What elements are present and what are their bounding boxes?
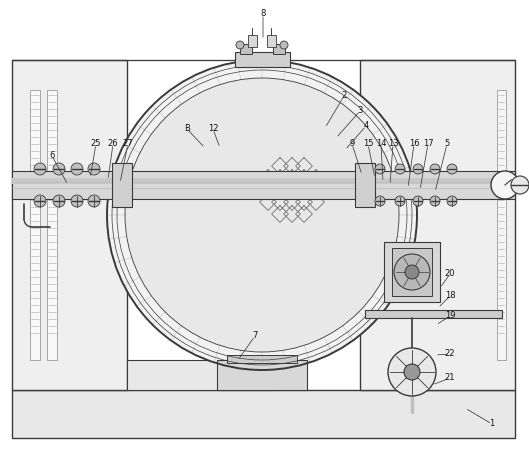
Circle shape: [413, 196, 423, 206]
Circle shape: [430, 164, 440, 174]
Circle shape: [34, 163, 46, 175]
Bar: [12, 60, 127, 390]
Circle shape: [447, 196, 457, 206]
Circle shape: [395, 196, 405, 206]
Circle shape: [375, 164, 385, 174]
Text: 8: 8: [260, 9, 266, 18]
Bar: [12, 171, 515, 199]
Bar: [355, 163, 375, 207]
Bar: [235, 52, 290, 67]
Bar: [365, 310, 502, 318]
Text: 1: 1: [489, 419, 495, 428]
Circle shape: [413, 164, 423, 174]
Text: 18: 18: [445, 291, 455, 300]
Text: 19: 19: [445, 311, 455, 320]
Text: 26: 26: [108, 139, 118, 148]
Circle shape: [404, 364, 420, 380]
Bar: [384, 242, 440, 302]
Circle shape: [34, 195, 46, 207]
Circle shape: [236, 41, 244, 49]
Circle shape: [88, 195, 100, 207]
Circle shape: [71, 195, 83, 207]
Circle shape: [388, 348, 436, 396]
Circle shape: [394, 254, 430, 290]
Circle shape: [511, 176, 529, 194]
Text: 12: 12: [208, 124, 218, 133]
Bar: [127, 360, 275, 390]
Text: 3: 3: [357, 106, 363, 115]
Circle shape: [491, 171, 519, 199]
Bar: [47, 90, 57, 360]
Text: 27: 27: [123, 139, 133, 148]
Circle shape: [125, 78, 399, 352]
Circle shape: [405, 265, 419, 279]
Text: 25: 25: [91, 139, 101, 148]
Bar: [248, 35, 257, 47]
Bar: [30, 90, 40, 360]
Circle shape: [53, 163, 65, 175]
Bar: [112, 163, 132, 207]
Text: 15: 15: [363, 139, 373, 148]
Circle shape: [395, 164, 405, 174]
Text: 4: 4: [363, 121, 369, 130]
Text: 13: 13: [388, 139, 398, 148]
Circle shape: [71, 163, 83, 175]
Bar: [497, 90, 506, 360]
Text: 2: 2: [341, 91, 346, 100]
Circle shape: [430, 196, 440, 206]
Text: B: B: [184, 124, 190, 133]
Text: 6: 6: [49, 151, 54, 160]
Circle shape: [88, 163, 100, 175]
Text: 14: 14: [376, 139, 386, 148]
Bar: [360, 60, 515, 390]
Bar: [12, 178, 515, 184]
Circle shape: [53, 195, 65, 207]
Text: 9: 9: [349, 139, 354, 148]
Text: 21: 21: [445, 373, 455, 382]
Circle shape: [447, 164, 457, 174]
Text: 20: 20: [445, 269, 455, 278]
Bar: [267, 35, 276, 47]
Circle shape: [107, 60, 417, 370]
Bar: [227, 355, 297, 363]
Text: 5: 5: [444, 139, 450, 148]
Circle shape: [280, 41, 288, 49]
Bar: [217, 360, 307, 390]
Text: 7: 7: [252, 331, 258, 340]
Bar: [392, 248, 432, 296]
Text: 17: 17: [423, 139, 433, 148]
Circle shape: [375, 196, 385, 206]
Bar: [12, 390, 515, 438]
Bar: [273, 44, 285, 54]
Bar: [240, 44, 252, 54]
Text: 22: 22: [445, 349, 455, 358]
Text: 16: 16: [409, 139, 419, 148]
